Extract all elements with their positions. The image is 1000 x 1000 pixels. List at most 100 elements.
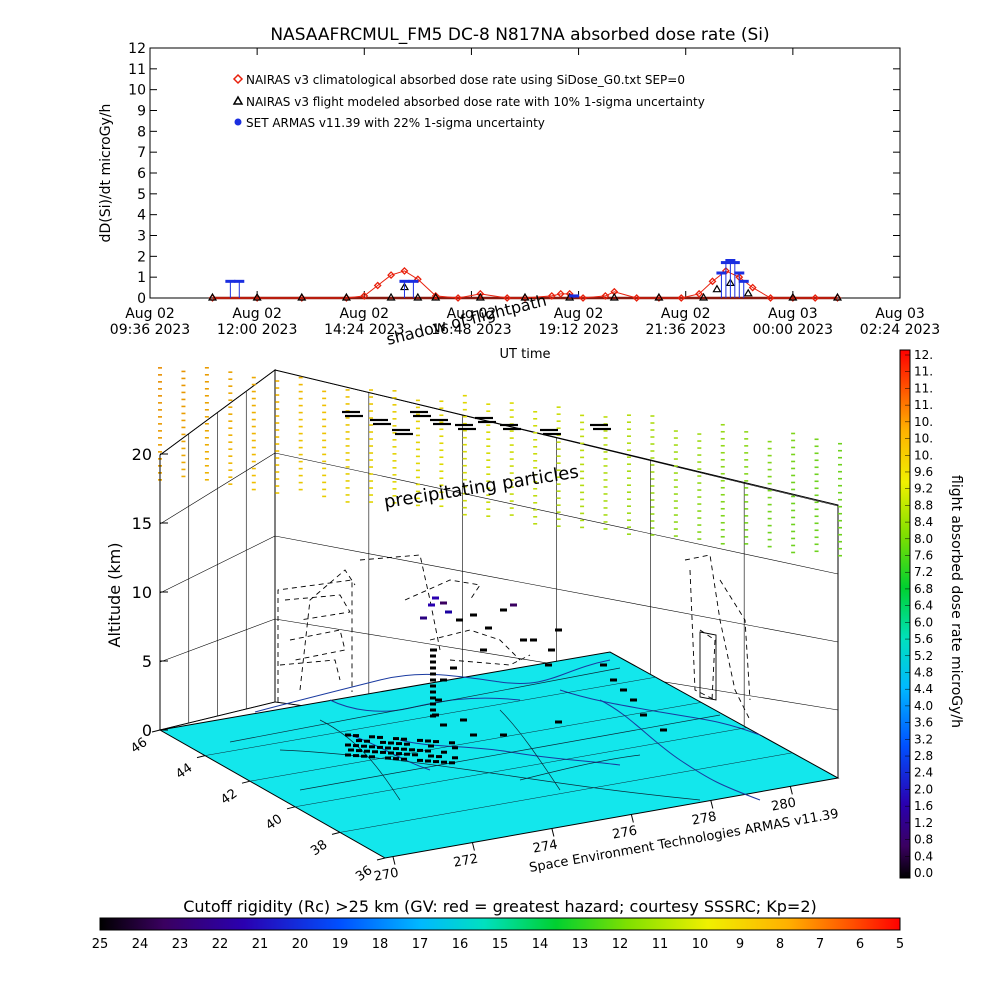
data-point	[743, 288, 753, 297]
latitude-tick-mark	[286, 806, 296, 810]
dose-tick-label: 4.0	[914, 699, 933, 713]
series-2	[225, 259, 749, 298]
data-point	[766, 294, 775, 302]
dose-tick-label: 5.6	[914, 632, 933, 646]
floor-gridline	[339, 752, 793, 833]
dose-tick-label: 6.8	[914, 582, 933, 596]
altitude-axis-label: Altitude (km)	[105, 543, 124, 648]
latitude-tick-label: 42	[218, 786, 240, 808]
altitude-gridline-left	[159, 701, 276, 731]
latitude-tick-mark	[376, 857, 386, 861]
legend-triangle-marker	[232, 95, 244, 105]
longitude-tick-label: 270	[373, 866, 400, 885]
top-legend: NAIRAS v3 climatological absorbed dose r…	[232, 73, 705, 130]
legend-item-set-armas: SET ARMAS v11.39 with 22% 1-sigma uncert…	[234, 116, 545, 130]
rigidity-tick-label: 5	[896, 937, 904, 952]
flight-path-dashed-traces	[277, 554, 751, 721]
data-point	[811, 294, 820, 302]
data-point	[454, 294, 462, 302]
dashed-trace	[719, 579, 751, 701]
latitude-tick-mark	[196, 755, 206, 759]
map-floor	[158, 651, 840, 859]
rigidity-bar-label: Cutoff rigidity (Rc) >25 km (GV: red = g…	[183, 897, 817, 916]
data-point	[708, 277, 717, 286]
data-point	[677, 294, 686, 302]
y-tick-label: 2	[137, 249, 146, 265]
dose-tick-label: 3.6	[914, 716, 933, 730]
x-tick-label-date: Aug 03	[875, 306, 925, 322]
coastline	[254, 659, 611, 713]
x-tick-label-time: 00:00 2023	[753, 322, 833, 338]
rigidity-tick-label: 24	[132, 937, 149, 952]
y-tick-label: 5	[137, 187, 146, 203]
data-point	[297, 292, 307, 301]
dose-tick-label: 2.8	[914, 749, 933, 763]
rigidity-tick-label: 19	[332, 937, 349, 952]
rigidity-tick-label: 7	[816, 937, 824, 952]
data-point	[712, 284, 722, 293]
y-tick-label: 7	[137, 145, 146, 161]
data-point	[788, 292, 798, 301]
altitude-tick-label: 0	[142, 721, 152, 740]
border-line	[519, 754, 641, 781]
longitude-tick-label: 272	[452, 852, 479, 871]
data-point	[832, 292, 843, 301]
rigidity-tick-label: 9	[736, 937, 744, 952]
y-tick-label: 3	[137, 229, 146, 245]
data-point	[547, 291, 556, 300]
dose-tick-label: 1.2	[914, 816, 933, 830]
dose-tick-label: 8.0	[914, 532, 933, 546]
dose-tick-label: 0.0	[914, 866, 933, 880]
coastline	[559, 689, 761, 736]
legend-diamond-marker	[232, 73, 244, 85]
dose-tick-label: 1.6	[914, 799, 933, 813]
dose-tick-label: 2.4	[914, 766, 933, 780]
dose-tick-label: 6.0	[914, 615, 933, 629]
dose-tick-label: 0.4	[914, 849, 933, 863]
latitude-tick-mark	[151, 729, 161, 733]
x-tick-label-date: Aug 02	[339, 306, 389, 322]
dose-tick-label: 0.8	[914, 833, 933, 847]
dose-tick-label: 9.6	[914, 465, 933, 479]
rigidity-tick-label: 18	[372, 937, 389, 952]
rigidity-tick-label: 21	[252, 937, 269, 952]
data-point	[252, 292, 262, 301]
latitude-tick-mark	[241, 780, 251, 784]
dose-tick-label: 10.	[914, 415, 933, 429]
rigidity-tick-label: 10	[692, 937, 709, 952]
coastline	[599, 699, 761, 801]
data-point	[207, 292, 218, 301]
y-tick-label: 9	[137, 104, 146, 120]
dose-tick-label: 4.4	[914, 682, 933, 696]
altitude-gridline-left	[159, 618, 276, 663]
rigidity-tick-label: 22	[212, 937, 229, 952]
dose-tick-label: 7.2	[914, 565, 933, 579]
border-line	[319, 719, 401, 801]
latitude-tick-label: 38	[308, 837, 330, 859]
longitude-tick-mark	[392, 856, 396, 865]
altitude-tick-label: 5	[142, 652, 152, 671]
rigidity-colorbar	[99, 917, 901, 931]
top-y-axis-label: dD(Si)/dt microGy/h	[98, 104, 114, 243]
dose-tick-label: 11.	[914, 365, 933, 379]
dashed-trace	[279, 659, 341, 681]
longitude-tick-label: 278	[691, 809, 718, 828]
x-tick-label-date: Aug 02	[125, 306, 175, 322]
x-tick-label-date: Aug 02	[554, 306, 604, 322]
border-line	[279, 749, 701, 801]
x-tick-label-time: 16:48 2023	[431, 322, 511, 338]
rigidity-tick-label: 16	[452, 937, 469, 952]
longitude-tick-mark	[630, 814, 634, 823]
data-point	[431, 291, 440, 300]
border-line	[499, 709, 561, 791]
dose-colorbar-ticks: 12. 11. 11. 11. 10. 10. 10. 9.6 9.2 8.8 8.4 8.0 7.6 7…	[905, 348, 933, 880]
rigidity-tick-label: 8	[776, 937, 784, 952]
rigidity-tick-label: 15	[492, 937, 509, 952]
data-point	[431, 292, 441, 301]
dose-tick-label: 8.8	[914, 498, 933, 512]
data-point	[360, 291, 369, 300]
dose-tick-label: 3.2	[914, 732, 933, 746]
latitude-tick-label: 36	[353, 863, 375, 885]
